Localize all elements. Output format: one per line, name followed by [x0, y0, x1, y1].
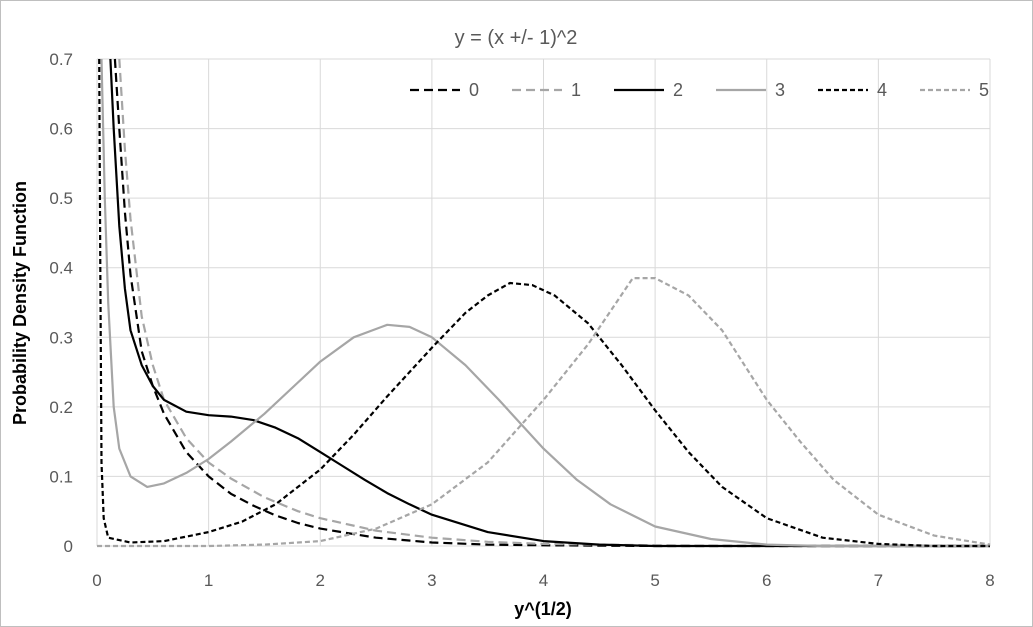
chart-title: y = (x +/- 1)^2 [455, 27, 578, 49]
y-tick-labels: 0 0.1 0.2 0.3 0.4 0.5 0.6 0.7 [49, 50, 73, 556]
y-tick-label: 0.6 [49, 120, 73, 139]
y-tick-label: 0.5 [49, 189, 73, 208]
y-axis-label: Probability Density Function [10, 181, 30, 425]
y-tick-label: 0.4 [49, 259, 73, 278]
x-tick-label: 1 [204, 571, 213, 590]
legend-label-2: 2 [673, 80, 683, 100]
y-tick-label: 0 [64, 537, 73, 556]
series-line-0 [113, 58, 990, 548]
legend-label-3: 3 [775, 80, 785, 100]
x-tick-label: 0 [92, 571, 101, 590]
x-axis-label: y^(1/2) [514, 599, 572, 619]
legend: 0 1 2 3 4 5 [410, 80, 989, 100]
x-tick-label: 7 [874, 571, 883, 590]
series-line-1 [118, 58, 990, 548]
y-tick-label: 0.7 [49, 50, 73, 69]
y-tick-label: 0.2 [49, 398, 73, 417]
series-line-3 [100, 58, 990, 548]
series-line-2 [109, 58, 990, 548]
y-tick-label: 0.3 [49, 328, 73, 347]
x-tick-label: 6 [762, 571, 771, 590]
legend-label-0: 0 [469, 80, 479, 100]
series-line-4 [98, 58, 990, 548]
legend-label-1: 1 [571, 80, 581, 100]
legend-label-5: 5 [979, 80, 989, 100]
gridlines [96, 58, 991, 547]
x-tick-label: 2 [316, 571, 325, 590]
x-tick-labels: 0 1 2 3 4 5 6 7 8 [92, 571, 994, 590]
legend-label-4: 4 [877, 80, 887, 100]
series-lines [97, 58, 991, 548]
x-tick-label: 8 [985, 571, 994, 590]
y-tick-label: 0.1 [49, 467, 73, 486]
x-tick-label: 3 [427, 571, 436, 590]
x-tick-label: 4 [539, 571, 548, 590]
x-tick-label: 5 [650, 571, 659, 590]
